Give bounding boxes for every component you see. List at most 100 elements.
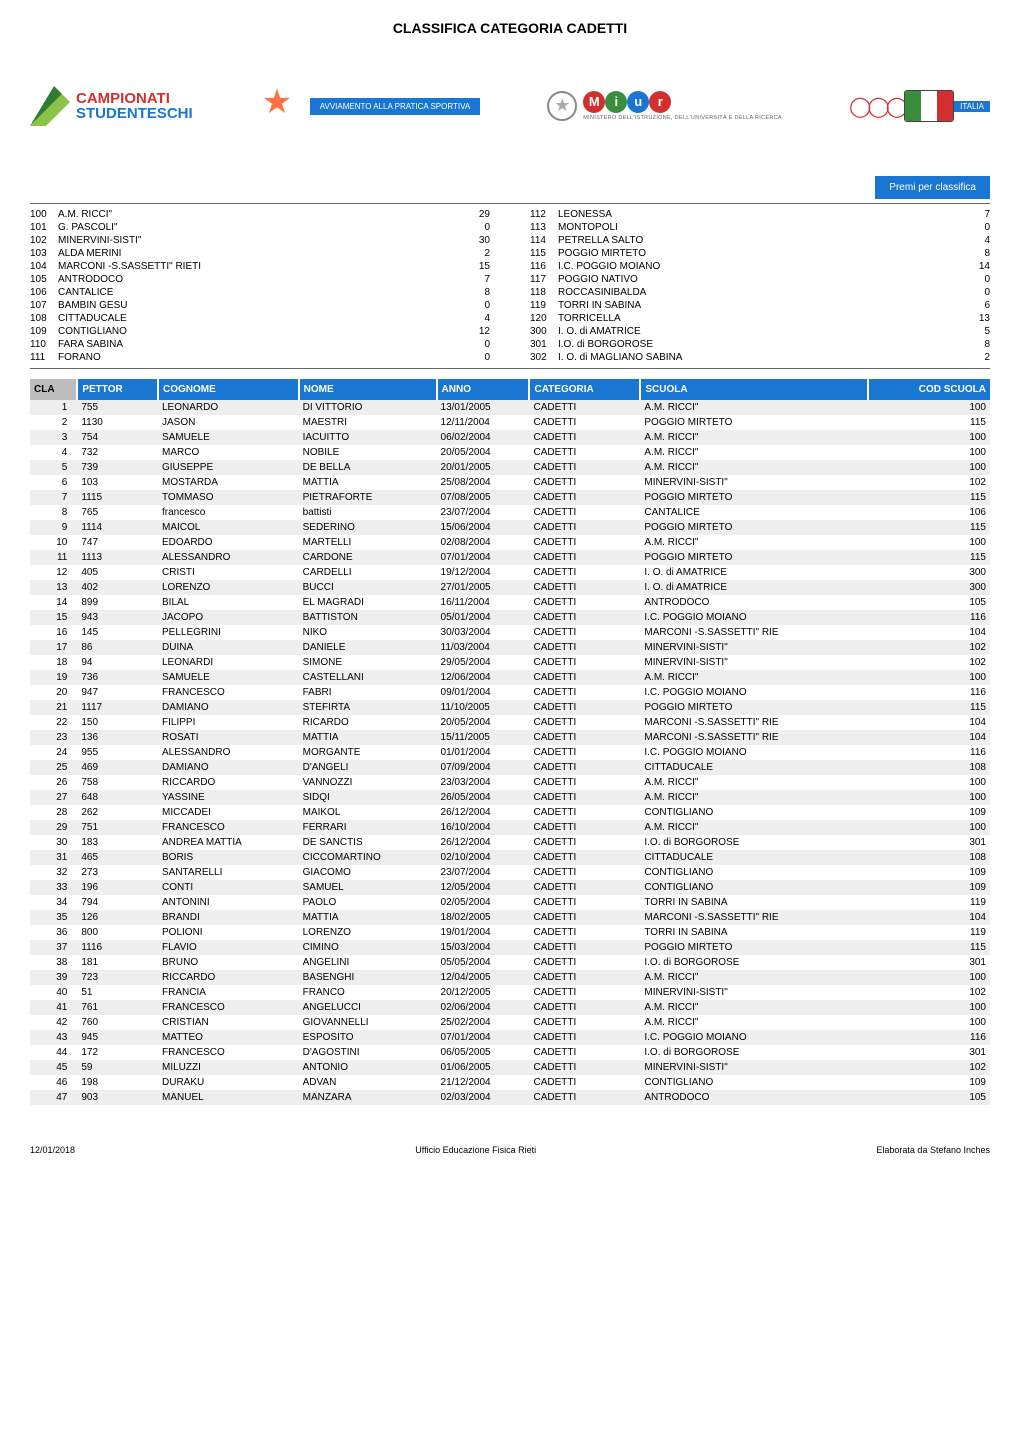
cell-anno: 12/11/2004 xyxy=(437,415,530,430)
th-categoria: CATEGORIA xyxy=(529,379,640,400)
school-row: 114PETRELLA SALTO4 xyxy=(530,234,990,247)
school-name: TORRI IN SABINA xyxy=(558,300,960,311)
cell-nome: MARTELLI xyxy=(299,535,437,550)
rings-icon: ◯◯◯ xyxy=(849,94,904,119)
cell-cognome: ROSATI xyxy=(158,730,299,745)
schools-summary: 100A.M. RICCI"29101G. PASCOLI"0102MINERV… xyxy=(30,203,990,369)
cell-pettor: 59 xyxy=(77,1060,158,1075)
cell-scuola: A.M. RICCI" xyxy=(640,1015,868,1030)
school-name: CONTIGLIANO xyxy=(58,326,460,337)
cell-anno: 05/05/2004 xyxy=(437,955,530,970)
cell-categoria: CADETTI xyxy=(529,1060,640,1075)
cell-pettor: 196 xyxy=(77,880,158,895)
table-row: 34794ANTONINIPAOLO02/05/2004CADETTITORRI… xyxy=(30,895,990,910)
premi-button[interactable]: Premi per classifica xyxy=(875,176,990,199)
cell-anno: 05/01/2004 xyxy=(437,610,530,625)
table-row: 32273SANTARELLIGIACOMO23/07/2004CADETTIC… xyxy=(30,865,990,880)
cell-nome: D'ANGELI xyxy=(299,760,437,775)
cell-anno: 02/05/2004 xyxy=(437,895,530,910)
cell-scuola: CONTIGLIANO xyxy=(640,865,868,880)
cell-anno: 01/06/2005 xyxy=(437,1060,530,1075)
cell-nome: BASENGHI xyxy=(299,970,437,985)
cell-pettor: 1130 xyxy=(77,415,158,430)
school-name: I. O. di AMATRICE xyxy=(558,326,960,337)
table-row: 1755LEONARDODI VITTORIO13/01/2005CADETTI… xyxy=(30,400,990,415)
cell-pettor: 739 xyxy=(77,460,158,475)
school-val: 0 xyxy=(460,222,490,233)
table-row: 47903MANUELMANZARA02/03/2004CADETTIANTRO… xyxy=(30,1090,990,1105)
cell-pettor: 103 xyxy=(77,475,158,490)
school-name: MONTOPOLI xyxy=(558,222,960,233)
cell-cod: 115 xyxy=(868,940,990,955)
cell-categoria: CADETTI xyxy=(529,520,640,535)
cell-cod: 115 xyxy=(868,520,990,535)
cell-anno: 20/05/2004 xyxy=(437,445,530,460)
cell-categoria: CADETTI xyxy=(529,715,640,730)
cell-anno: 07/08/2005 xyxy=(437,490,530,505)
cell-pettor: 765 xyxy=(77,505,158,520)
logo-italia: ◯◯◯ ITALIA xyxy=(849,90,990,122)
cell-nome: FABRI xyxy=(299,685,437,700)
table-row: 1786DUINADANIELE11/03/2004CADETTIMINERVI… xyxy=(30,640,990,655)
school-code: 117 xyxy=(530,274,558,285)
cell-categoria: CADETTI xyxy=(529,730,640,745)
cell-categoria: CADETTI xyxy=(529,745,640,760)
table-row: 39723RICCARDOBASENGHI12/04/2005CADETTIA.… xyxy=(30,970,990,985)
cell-anno: 20/05/2004 xyxy=(437,715,530,730)
school-row: 109CONTIGLIANO12 xyxy=(30,325,490,338)
cell-categoria: CADETTI xyxy=(529,865,640,880)
cell-cla: 44 xyxy=(30,1045,77,1060)
cell-cognome: POLIONI xyxy=(158,925,299,940)
cell-scuola: CONTIGLIANO xyxy=(640,805,868,820)
table-row: 46198DURAKUADVAN21/12/2004CADETTICONTIGL… xyxy=(30,1075,990,1090)
school-val: 8 xyxy=(960,248,990,259)
cell-scuola: A.M. RICCI" xyxy=(640,400,868,415)
cell-pettor: 172 xyxy=(77,1045,158,1060)
cell-cognome: ALESSANDRO xyxy=(158,550,299,565)
table-row: 71115TOMMASOPIETRAFORTE07/08/2005CADETTI… xyxy=(30,490,990,505)
cell-cla: 2 xyxy=(30,415,77,430)
cell-cognome: MANUEL xyxy=(158,1090,299,1105)
table-row: 111113ALESSANDROCARDONE07/01/2004CADETTI… xyxy=(30,550,990,565)
cell-pettor: 86 xyxy=(77,640,158,655)
cell-cognome: DUINA xyxy=(158,640,299,655)
table-row: 31465BORISCICCOMARTINO02/10/2004CADETTIC… xyxy=(30,850,990,865)
cell-pettor: 262 xyxy=(77,805,158,820)
table-row: 27648YASSINESIDQI26/05/2004CADETTIA.M. R… xyxy=(30,790,990,805)
cell-categoria: CADETTI xyxy=(529,535,640,550)
page-footer: 12/01/2018 Ufficio Educazione Fisica Rie… xyxy=(30,1145,990,1155)
school-row: 120TORRICELLA13 xyxy=(530,312,990,325)
school-row: 119TORRI IN SABINA6 xyxy=(530,299,990,312)
campionati-text-2: STUDENTESCHI xyxy=(76,106,193,121)
school-row: 111FORANO0 xyxy=(30,351,490,364)
table-row: 42760CRISTIANGIOVANNELLI25/02/2004CADETT… xyxy=(30,1015,990,1030)
cell-cod: 115 xyxy=(868,490,990,505)
cell-categoria: CADETTI xyxy=(529,550,640,565)
cell-cla: 34 xyxy=(30,895,77,910)
cell-pettor: 747 xyxy=(77,535,158,550)
cell-cla: 24 xyxy=(30,745,77,760)
cell-cognome: CRISTI xyxy=(158,565,299,580)
cell-nome: DE SANCTIS xyxy=(299,835,437,850)
cell-cod: 108 xyxy=(868,850,990,865)
cell-anno: 27/01/2005 xyxy=(437,580,530,595)
cell-categoria: CADETTI xyxy=(529,505,640,520)
cell-anno: 15/06/2004 xyxy=(437,520,530,535)
cell-cognome: MAICOL xyxy=(158,520,299,535)
cell-pettor: 198 xyxy=(77,1075,158,1090)
cell-pettor: 899 xyxy=(77,595,158,610)
cell-categoria: CADETTI xyxy=(529,580,640,595)
italia-label: ITALIA xyxy=(954,101,990,112)
cell-pettor: 755 xyxy=(77,400,158,415)
cell-anno: 23/07/2004 xyxy=(437,505,530,520)
cell-cod: 100 xyxy=(868,430,990,445)
school-val: 14 xyxy=(960,261,990,272)
school-val: 29 xyxy=(460,209,490,220)
cell-nome: D'AGOSTINI xyxy=(299,1045,437,1060)
th-cla: CLA xyxy=(30,379,77,400)
cell-nome: STEFIRTA xyxy=(299,700,437,715)
cell-cognome: LEONARDO xyxy=(158,400,299,415)
school-name: I.O. di BORGOROSE xyxy=(558,339,960,350)
cell-cognome: SAMUELE xyxy=(158,670,299,685)
cell-pettor: 732 xyxy=(77,445,158,460)
